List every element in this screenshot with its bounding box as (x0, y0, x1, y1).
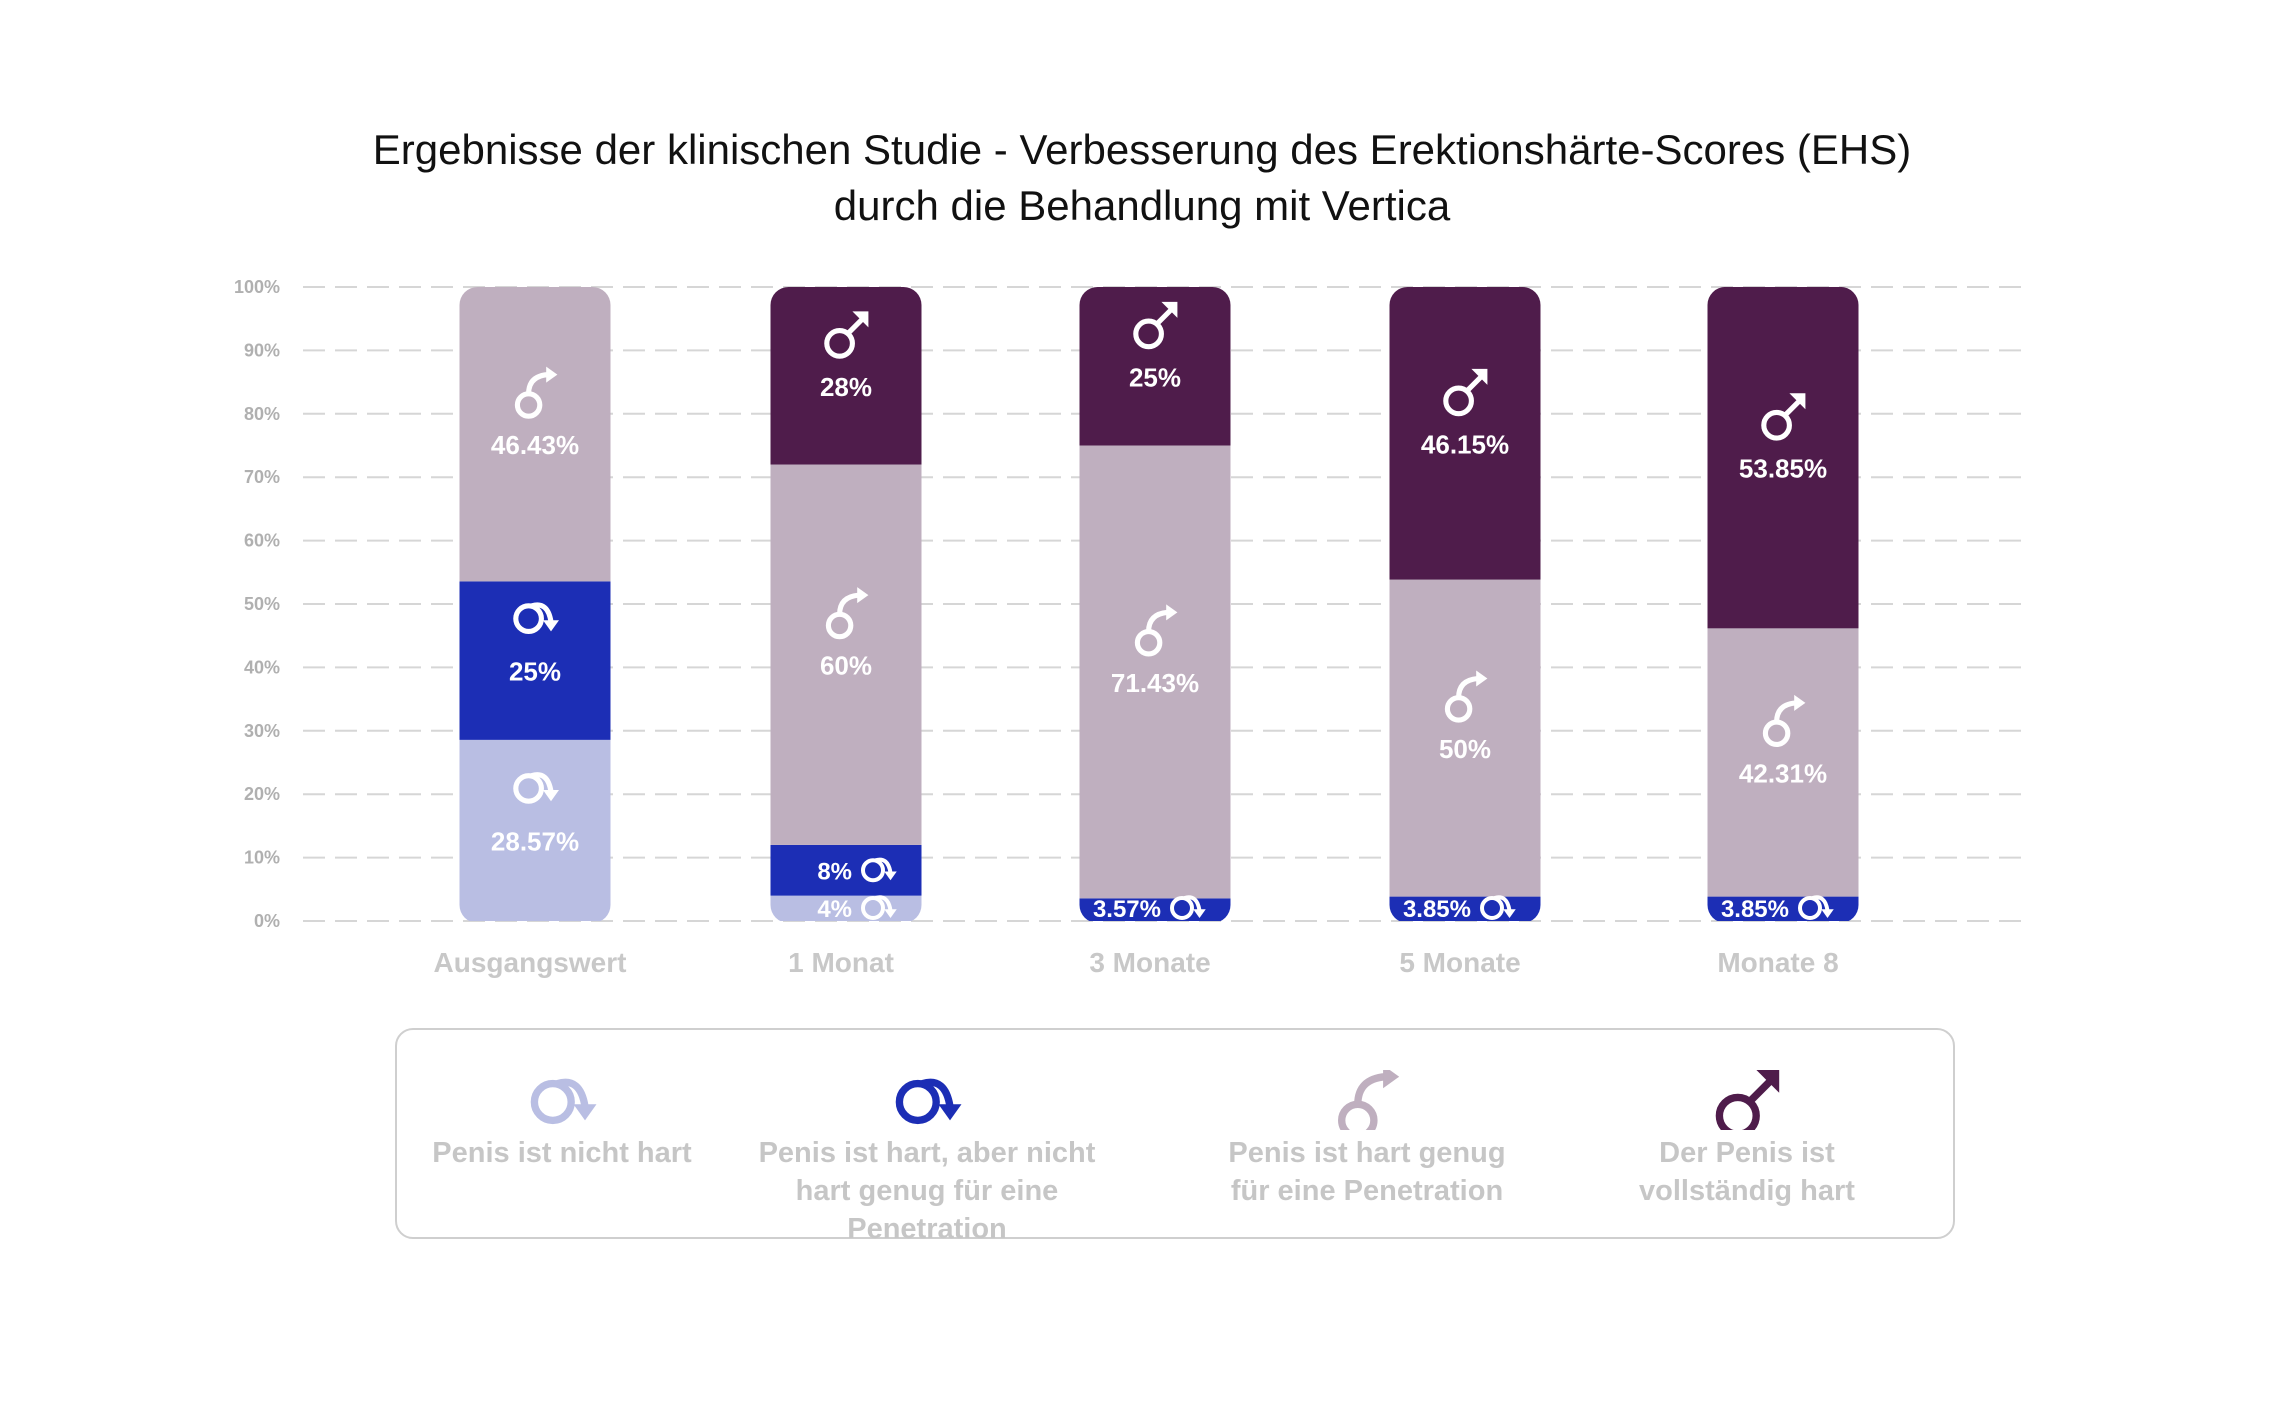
legend-label: Der Penis ist vollständig hart (1639, 1137, 1855, 1207)
legend-item-fully-hard: Der Penis ist vollständig hart (1577, 1030, 1917, 1210)
hard-not-enough-icon (861, 857, 897, 883)
hard-not-enough-icon (1170, 895, 1206, 920)
bar-segment (1707, 286, 1859, 629)
hard-enough-icon (1338, 1070, 1400, 1130)
hard-enough-icon (514, 366, 558, 419)
stacked-bar-chart: 0%10%20%30%40%50%60%70%80%90%100%28.57%2… (234, 277, 2022, 978)
y-tick-label: 60% (244, 531, 280, 551)
fully-hard-icon (1443, 368, 1488, 417)
y-tick-label: 40% (244, 657, 280, 677)
bar-segment (1079, 445, 1231, 899)
bar-segment (1389, 896, 1541, 921)
bar-segment (1707, 896, 1859, 921)
hard-not-enough-icon (895, 1078, 962, 1125)
fully-hard-icon (1715, 1070, 1780, 1130)
data-label: 46.15% (1421, 429, 1509, 459)
hard-not-enough-icon (895, 1078, 962, 1125)
data-label: 25% (509, 657, 561, 687)
bar-stack (1079, 287, 1231, 921)
x-category-label: 3 Monate (1089, 947, 1210, 978)
bar-segment (1389, 579, 1541, 897)
legend: Penis ist nicht hart Penis ist hart, abe… (395, 1028, 1955, 1245)
hard-enough-icon (1762, 694, 1806, 748)
bar-stack (1707, 286, 1859, 921)
bar-segment (1707, 628, 1859, 897)
y-tick-label: 20% (244, 784, 280, 804)
data-label: 42.31% (1739, 758, 1827, 788)
legend-label: Penis ist nicht hart (432, 1137, 692, 1169)
y-tick-label: 50% (244, 594, 280, 614)
x-category-label: 1 Monat (788, 947, 894, 978)
data-label: 46.43% (491, 430, 579, 460)
bar-segment (459, 739, 611, 921)
fully-hard-icon (1715, 1070, 1780, 1130)
data-label: 25% (1129, 362, 1181, 392)
bar-labels: 28.57% 25% 46.43% (491, 366, 579, 856)
data-label: 8% (817, 858, 852, 885)
data-label: 3.57% (1093, 896, 1161, 923)
bar-stack (770, 287, 922, 921)
bar-labels: 4% 8% 60% 28% (817, 311, 897, 923)
legend-label: Penis ist hart, aber nicht hart genug fü… (758, 1137, 1096, 1245)
data-label: 28% (820, 372, 872, 402)
legend-item-hard-enough: Penis ist hart genug für eine Penetratio… (1177, 1030, 1557, 1210)
data-label: 3.85% (1403, 896, 1471, 923)
bar-segment (770, 464, 922, 845)
bar-stack (1389, 287, 1541, 921)
y-tick-label: 100% (234, 277, 280, 297)
bar-segment (459, 287, 611, 582)
legend-item-not-hard: Penis ist nicht hart (397, 1030, 727, 1172)
not-hard-icon (861, 895, 897, 920)
fully-hard-icon (1761, 393, 1806, 441)
bar-segment (1079, 287, 1231, 446)
data-label: 28.57% (491, 826, 579, 856)
not-hard-icon (530, 1078, 597, 1125)
legend-label: Penis ist hart genug für eine Penetratio… (1228, 1137, 1506, 1207)
not-hard-icon (513, 772, 559, 804)
hard-enough-icon (1134, 604, 1178, 657)
bar-segment (770, 287, 922, 465)
bar-segment (770, 844, 922, 896)
data-label: 50% (1439, 734, 1491, 764)
y-tick-label: 70% (244, 467, 280, 487)
hard-enough-icon (1338, 1070, 1400, 1130)
data-label: 71.43% (1111, 668, 1199, 698)
hard-enough-icon (1444, 670, 1488, 723)
data-label: 60% (820, 651, 872, 681)
legend-item-hard-not-enough: Penis ist hart, aber nicht hart genug fü… (727, 1030, 1127, 1248)
y-tick-label: 90% (244, 340, 280, 360)
data-label: 3.85% (1721, 896, 1789, 923)
not-hard-icon (530, 1078, 597, 1125)
x-category-label: Monate 8 (1717, 947, 1838, 978)
hard-enough-icon (825, 587, 869, 640)
y-tick-label: 0% (254, 911, 280, 931)
hard-not-enough-icon (1798, 895, 1834, 920)
fully-hard-icon (1133, 301, 1178, 350)
y-tick-label: 30% (244, 721, 280, 741)
data-label: 4% (817, 896, 852, 923)
chart-title-line-1: Ergebnisse der klinischen Studie - Verbe… (372, 126, 1912, 173)
bar-segment (1389, 287, 1541, 580)
y-tick-label: 80% (244, 404, 280, 424)
fully-hard-icon (824, 311, 869, 359)
bar-labels: 3.85% 42.31% 53.85% (1721, 393, 1834, 923)
chart-title-line-2: durch die Behandlung mit Vertica (833, 182, 1451, 229)
y-tick-label: 10% (244, 848, 280, 868)
bar-segment (770, 895, 922, 921)
hard-not-enough-icon (513, 602, 559, 634)
bar-labels: 3.57% 71.43% 25% (1093, 301, 1206, 923)
data-label: 53.85% (1739, 454, 1827, 484)
hard-not-enough-icon (1480, 895, 1516, 920)
bar-labels: 3.85% 50% 46.15% (1403, 368, 1516, 923)
x-category-label: Ausgangswert (434, 947, 627, 978)
x-category-label: 5 Monate (1399, 947, 1520, 978)
